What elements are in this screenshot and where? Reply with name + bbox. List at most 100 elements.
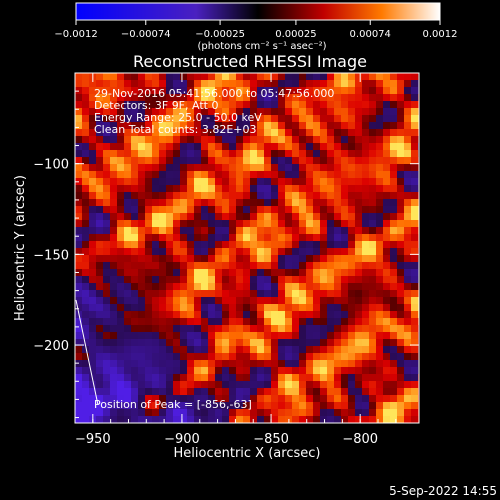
- image-pixel: [292, 234, 300, 242]
- image-pixel: [376, 136, 384, 144]
- image-pixel: [355, 150, 363, 158]
- image-pixel: [327, 262, 335, 270]
- image-pixel: [250, 304, 258, 312]
- image-pixel: [229, 234, 237, 242]
- image-pixel: [222, 353, 230, 361]
- image-pixel: [236, 304, 244, 312]
- image-pixel: [145, 143, 153, 151]
- image-pixel: [145, 339, 153, 347]
- image-pixel: [341, 325, 349, 333]
- image-pixel: [194, 318, 202, 326]
- image-pixel: [376, 234, 384, 242]
- image-pixel: [145, 129, 153, 137]
- image-pixel: [292, 248, 300, 256]
- image-pixel: [411, 129, 419, 137]
- image-pixel: [299, 122, 307, 130]
- image-pixel: [299, 416, 307, 423]
- image-pixel: [341, 241, 349, 249]
- image-pixel: [313, 325, 321, 333]
- image-pixel: [215, 164, 223, 172]
- x-tick-label: −950: [75, 432, 111, 447]
- image-pixel: [320, 220, 328, 228]
- image-pixel: [306, 80, 314, 88]
- image-pixel: [166, 101, 174, 109]
- image-pixel: [341, 227, 349, 235]
- image-pixel: [313, 122, 321, 130]
- image-pixel: [278, 367, 286, 375]
- image-pixel: [229, 178, 237, 186]
- image-pixel: [96, 220, 104, 228]
- image-pixel: [341, 255, 349, 263]
- image-pixel: [348, 290, 356, 298]
- image-pixel: [341, 108, 349, 116]
- image-pixel: [397, 297, 405, 305]
- image-pixel: [376, 311, 384, 319]
- image-pixel: [299, 276, 307, 284]
- image-pixel: [229, 150, 237, 158]
- image-pixel: [397, 136, 405, 144]
- image-pixel: [243, 73, 251, 81]
- image-pixel: [278, 332, 286, 340]
- image-pixel: [131, 374, 139, 382]
- image-pixel: [278, 192, 286, 200]
- image-pixel: [292, 178, 300, 186]
- image-pixel: [313, 129, 321, 137]
- image-pixel: [369, 297, 377, 305]
- plot-frame: [74, 72, 420, 424]
- colorbar-tick-label: −0.00025: [195, 29, 245, 40]
- image-pixel: [208, 332, 216, 340]
- image-pixel: [152, 157, 160, 165]
- image-pixel: [397, 353, 405, 361]
- image-pixel: [180, 199, 188, 207]
- image-pixel: [89, 143, 97, 151]
- image-pixel: [89, 325, 97, 333]
- image-pixel: [236, 241, 244, 249]
- image-pixel: [222, 80, 230, 88]
- image-pixel: [124, 164, 132, 172]
- image-pixel: [131, 353, 139, 361]
- image-pixel: [411, 206, 419, 214]
- image-pixel: [187, 269, 195, 277]
- image-pixel: [110, 213, 118, 221]
- image-pixel: [411, 164, 419, 172]
- image-pixel: [159, 311, 167, 319]
- image-pixel: [271, 220, 279, 228]
- image-pixel: [306, 129, 314, 137]
- image-pixel: [229, 332, 237, 340]
- image-pixel: [152, 339, 160, 347]
- image-pixel: [334, 262, 342, 270]
- image-pixel: [348, 80, 356, 88]
- image-pixel: [96, 360, 104, 368]
- image-pixel: [117, 325, 125, 333]
- image-pixel: [96, 115, 104, 123]
- image-pixel: [327, 164, 335, 172]
- image-pixel: [411, 276, 419, 284]
- image-pixel: [369, 276, 377, 284]
- image-pixel: [341, 318, 349, 326]
- image-pixel: [89, 157, 97, 165]
- image-pixel: [180, 325, 188, 333]
- image-pixel: [138, 353, 146, 361]
- image-pixel: [362, 374, 370, 382]
- image-pixel: [187, 255, 195, 263]
- image-pixel: [208, 339, 216, 347]
- image-pixel: [89, 297, 97, 305]
- image-pixel: [362, 94, 370, 102]
- image-pixel: [236, 206, 244, 214]
- image-pixel: [138, 241, 146, 249]
- image-pixel: [243, 360, 251, 368]
- image-pixel: [215, 178, 223, 186]
- image-pixel: [320, 395, 328, 403]
- image-pixel: [145, 269, 153, 277]
- image-pixel: [376, 339, 384, 347]
- image-pixel: [229, 360, 237, 368]
- image-pixel: [75, 241, 83, 249]
- image-pixel: [397, 143, 405, 151]
- image-pixel: [285, 185, 293, 193]
- image-pixel: [404, 283, 412, 291]
- image-pixel: [278, 416, 286, 423]
- image-pixel: [404, 402, 412, 410]
- image-pixel: [187, 129, 195, 137]
- image-pixel: [348, 150, 356, 158]
- image-pixel: [89, 304, 97, 312]
